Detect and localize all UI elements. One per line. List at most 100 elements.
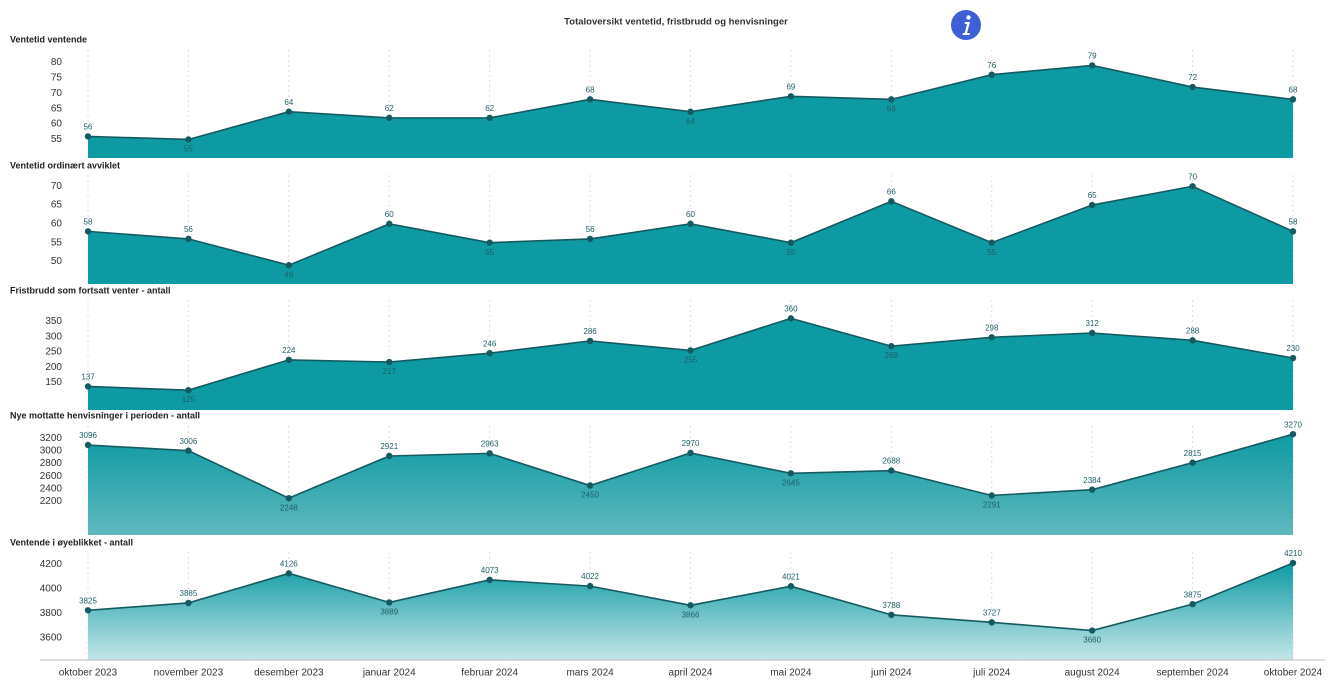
data-label: 55 bbox=[987, 248, 996, 257]
y-tick-label: 200 bbox=[45, 362, 62, 373]
data-point bbox=[787, 583, 795, 590]
x-tick-label: juni 2024 bbox=[870, 668, 912, 679]
data-point bbox=[687, 108, 694, 115]
data-label: 64 bbox=[686, 117, 695, 126]
panel-title: Ventende i øyeblikket - antall bbox=[10, 537, 133, 547]
data-label: 3875 bbox=[1184, 590, 1202, 599]
data-label: 64 bbox=[284, 98, 293, 107]
x-tick-label: august 2024 bbox=[1065, 668, 1120, 679]
data-label: 255 bbox=[684, 356, 698, 365]
y-tick-label: 55 bbox=[51, 237, 63, 248]
data-point bbox=[185, 136, 192, 143]
panel-title: Ventetid ventende bbox=[10, 34, 87, 44]
data-label: 55 bbox=[184, 145, 193, 154]
area bbox=[88, 318, 1293, 410]
data-point bbox=[1088, 201, 1096, 209]
data-point bbox=[1189, 83, 1196, 91]
y-tick-label: 250 bbox=[45, 347, 62, 358]
panel-title: Ventetid ordinært avviklet bbox=[10, 160, 120, 170]
data-label: 4021 bbox=[782, 572, 800, 581]
data-point bbox=[386, 452, 393, 460]
data-label: 246 bbox=[483, 339, 497, 348]
y-tick-label: 300 bbox=[45, 331, 62, 342]
y-tick-label: 70 bbox=[51, 88, 63, 99]
data-label: 2688 bbox=[882, 457, 900, 466]
data-label: 230 bbox=[1286, 344, 1300, 353]
data-point bbox=[687, 602, 694, 609]
data-label: 3006 bbox=[180, 437, 198, 446]
data-point bbox=[586, 96, 594, 103]
x-tick-label: desember 2023 bbox=[254, 668, 324, 679]
y-tick-label: 3800 bbox=[40, 608, 63, 619]
data-label: 3270 bbox=[1284, 420, 1302, 429]
x-tick-label: april 2024 bbox=[669, 668, 713, 679]
y-tick-label: 4000 bbox=[40, 583, 63, 594]
data-point bbox=[185, 235, 192, 243]
y-tick-label: 2200 bbox=[40, 496, 63, 507]
data-label: 70 bbox=[1188, 172, 1197, 181]
data-point bbox=[84, 228, 92, 235]
data-label: 72 bbox=[1188, 73, 1197, 82]
data-point bbox=[486, 576, 493, 584]
data-label: 3096 bbox=[79, 431, 97, 440]
data-label: 288 bbox=[1186, 326, 1200, 335]
x-tick-label: oktober 2023 bbox=[59, 668, 118, 679]
info-icon-dot[interactable] bbox=[966, 15, 971, 20]
data-label: 3660 bbox=[1083, 636, 1101, 645]
data-point bbox=[787, 315, 795, 322]
data-label: 4210 bbox=[1284, 549, 1302, 558]
data-label: 4022 bbox=[581, 572, 599, 581]
y-tick-label: 3600 bbox=[40, 633, 63, 644]
data-point bbox=[586, 235, 594, 243]
data-point bbox=[486, 349, 493, 357]
data-point bbox=[1289, 430, 1297, 438]
data-point bbox=[888, 342, 895, 350]
info-icon-stem[interactable] bbox=[962, 22, 971, 35]
data-label: 2248 bbox=[280, 503, 298, 512]
info-icon-circle[interactable] bbox=[951, 10, 981, 40]
data-point bbox=[586, 582, 594, 590]
data-point bbox=[185, 599, 192, 607]
y-tick-label: 3200 bbox=[40, 433, 63, 444]
data-label: 58 bbox=[1289, 217, 1298, 226]
data-label: 62 bbox=[485, 104, 494, 113]
dashboard-title: Totaloversikt ventetid, fristbrudd og he… bbox=[564, 17, 788, 28]
data-point bbox=[486, 239, 493, 246]
data-point bbox=[988, 492, 995, 499]
data-label: 62 bbox=[385, 104, 394, 113]
data-point bbox=[185, 386, 192, 394]
x-tick-label: februar 2024 bbox=[461, 668, 518, 679]
data-point bbox=[84, 133, 92, 140]
data-point bbox=[1289, 559, 1297, 567]
data-point bbox=[687, 449, 694, 457]
y-tick-label: 70 bbox=[51, 181, 63, 192]
y-tick-label: 60 bbox=[51, 219, 63, 230]
y-tick-label: 65 bbox=[51, 200, 63, 211]
data-point bbox=[486, 114, 493, 122]
data-point bbox=[1289, 228, 1297, 235]
data-label: 3866 bbox=[682, 610, 700, 619]
data-label: 56 bbox=[586, 225, 595, 234]
data-label: 56 bbox=[84, 123, 93, 132]
info-icon[interactable] bbox=[951, 10, 981, 40]
data-label: 360 bbox=[784, 304, 798, 313]
data-label: 3825 bbox=[79, 596, 97, 605]
data-point bbox=[1189, 600, 1196, 608]
data-point bbox=[285, 494, 293, 502]
area bbox=[88, 563, 1293, 660]
x-tick-label: mars 2024 bbox=[566, 668, 614, 679]
data-point bbox=[185, 447, 192, 454]
data-point bbox=[1289, 354, 1297, 362]
data-point bbox=[787, 93, 795, 100]
data-label: 69 bbox=[786, 82, 795, 91]
data-label: 2921 bbox=[380, 442, 398, 451]
y-tick-label: 2800 bbox=[40, 458, 63, 469]
panel-title: Fristbrudd som fortsatt venter - antall bbox=[10, 285, 171, 295]
data-label: 312 bbox=[1085, 319, 1099, 328]
data-point bbox=[486, 450, 493, 457]
data-point bbox=[386, 599, 393, 606]
y-tick-label: 60 bbox=[51, 119, 63, 130]
data-label: 269 bbox=[885, 351, 899, 360]
data-label: 3885 bbox=[180, 589, 198, 598]
data-point bbox=[285, 262, 293, 269]
